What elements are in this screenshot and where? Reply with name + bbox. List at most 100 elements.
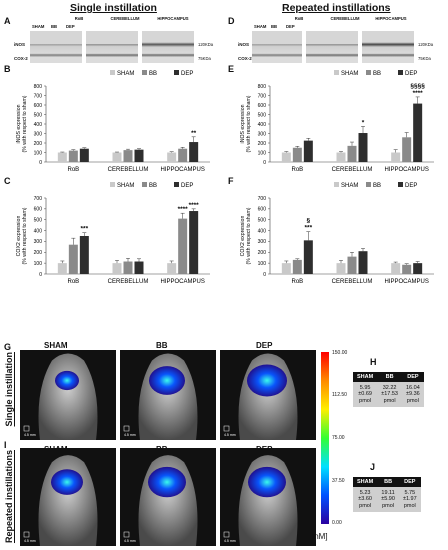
bar — [303, 140, 313, 162]
chart-inos-single: SHAM BB DEP iNOS expression(% with respect … — [16, 70, 210, 173]
kda-label-top: 120KDa — [198, 42, 214, 47]
chart-cox-repeated: SHAM BB DEP COX2 expression(% with respect … — [240, 182, 434, 285]
scale-box — [223, 425, 230, 432]
panel-label-g: G — [4, 342, 12, 352]
bar — [134, 149, 144, 162]
region-label: RoB — [74, 16, 84, 21]
y-tick-label: 400 — [258, 122, 267, 128]
table-single: SHAM BB DEP 5.95 ±0.69 pmol 32.22 ±17.53… — [353, 372, 424, 407]
table-header: SHAM — [353, 372, 378, 382]
legend-label: BB — [373, 71, 381, 77]
y-tick-label: 600 — [34, 207, 43, 213]
y-tick-label: 800 — [258, 84, 267, 90]
bar — [178, 148, 188, 162]
y-tick-label: 0 — [39, 272, 42, 278]
bar — [391, 152, 401, 162]
bar — [79, 148, 89, 162]
legend-label: SHAM — [117, 183, 134, 189]
y-tick-label: 600 — [34, 103, 43, 109]
y-tick-label: 100 — [258, 261, 267, 267]
legend-swatch — [398, 70, 403, 75]
y-axis-label: COX2 expression(% with respect to sham) — [16, 207, 28, 264]
scale-box — [123, 531, 130, 538]
significance-mark: * — [362, 119, 365, 126]
scale-label: 4.5 mm — [124, 433, 136, 437]
fluorescence-signal — [149, 366, 185, 395]
bar — [79, 236, 89, 274]
colorbar — [321, 352, 329, 524]
chart-inos-repeated: SHAM BB DEP iNOS expression(% with respect … — [240, 70, 434, 173]
y-tick-label: 200 — [258, 250, 267, 256]
bar — [336, 263, 346, 274]
significance-mark: **** — [413, 90, 424, 97]
panel-label-d: D — [228, 16, 235, 26]
row-label-single-wrap: Single instillation — [4, 352, 18, 442]
panel-label-f: F — [228, 176, 234, 186]
y-tick-label: 600 — [258, 103, 267, 109]
legend-swatch — [174, 70, 179, 75]
table-cell: 16.04 ±9.36 pmol — [402, 382, 424, 407]
legend-swatch — [142, 70, 147, 75]
panel-label-a: A — [4, 16, 11, 26]
legend-swatch — [110, 182, 115, 187]
bar — [189, 142, 199, 162]
colorbar-tick: 0.00 — [332, 520, 342, 526]
blot-cerebellum — [306, 31, 358, 63]
table-cell: 5.95 ±0.69 pmol — [353, 382, 378, 407]
x-tick-label: CEREBELLUM — [108, 167, 149, 173]
row-label-inos: iNOS — [238, 42, 250, 47]
bar — [123, 261, 133, 274]
y-tick-label: 800 — [34, 84, 43, 90]
table-cell: 5.23 ±3.60 pmol — [353, 487, 378, 512]
img-col-dep: DEP — [256, 341, 273, 350]
bar — [413, 103, 423, 162]
lane-label: BB — [271, 24, 278, 29]
bar — [336, 152, 346, 162]
legend-label: BB — [373, 183, 381, 189]
scale-box — [23, 531, 30, 538]
y-tick-label: 400 — [258, 228, 267, 234]
chart-cox-single: SHAM BB DEP COX2 expression(% with respect … — [16, 182, 210, 285]
significance-mark: *** — [305, 225, 313, 232]
panel-label-h: H — [370, 357, 377, 367]
colorbar-unit: [nM] — [312, 532, 328, 541]
legend-label: SHAM — [341, 183, 358, 189]
region-label: CEREBELLUM — [330, 16, 360, 21]
bar — [413, 263, 423, 274]
legend-label: SHAM — [341, 71, 358, 77]
legend-swatch — [142, 182, 147, 187]
table-cell: 19.11 ±5.90 pmol — [377, 487, 399, 512]
blot-hippocampus — [142, 31, 194, 63]
scale-label: 4.5 mm — [224, 433, 236, 437]
row-label-cox: COX-2 — [14, 56, 28, 61]
western-blot-repeated: iNOS COX-2 RoB CEREBELLUM HIPPOCAMPUS SH… — [238, 16, 448, 66]
scale-label: 4.5 mm — [24, 539, 36, 543]
scale-box — [223, 531, 230, 538]
bar — [358, 251, 368, 274]
lane-label: BB — [51, 24, 58, 29]
significance-mark: **** — [178, 206, 189, 213]
table-cell: 32.22 ±17.53 pmol — [377, 382, 402, 407]
y-tick-label: 100 — [34, 150, 43, 156]
x-tick-label: RoB — [291, 279, 303, 285]
table-cell: 5.75 ±1.97 pmol — [398, 487, 421, 512]
y-tick-label: 0 — [263, 160, 266, 166]
bar — [167, 152, 177, 162]
panel-label-e: E — [228, 64, 235, 74]
bar — [68, 150, 78, 162]
legend-swatch — [366, 70, 371, 75]
row-label-repeated: Repeated instillations — [4, 450, 14, 544]
bar — [112, 263, 122, 274]
legend-label: BB — [149, 183, 157, 189]
bar — [134, 261, 144, 274]
y-axis-label: iNOS expression(% with respect to sham) — [240, 95, 252, 152]
table-header: SHAM — [353, 477, 378, 487]
y-tick-label: 700 — [258, 196, 267, 202]
legend-label: DEP — [181, 71, 193, 77]
y-tick-label: 300 — [34, 131, 43, 137]
y-tick-label: 500 — [34, 112, 43, 118]
mouse-body — [38, 353, 98, 440]
row-label-repeated-wrap: Repeated instillations — [4, 450, 18, 546]
legend-label: DEP — [181, 183, 193, 189]
legend-swatch — [334, 70, 339, 75]
